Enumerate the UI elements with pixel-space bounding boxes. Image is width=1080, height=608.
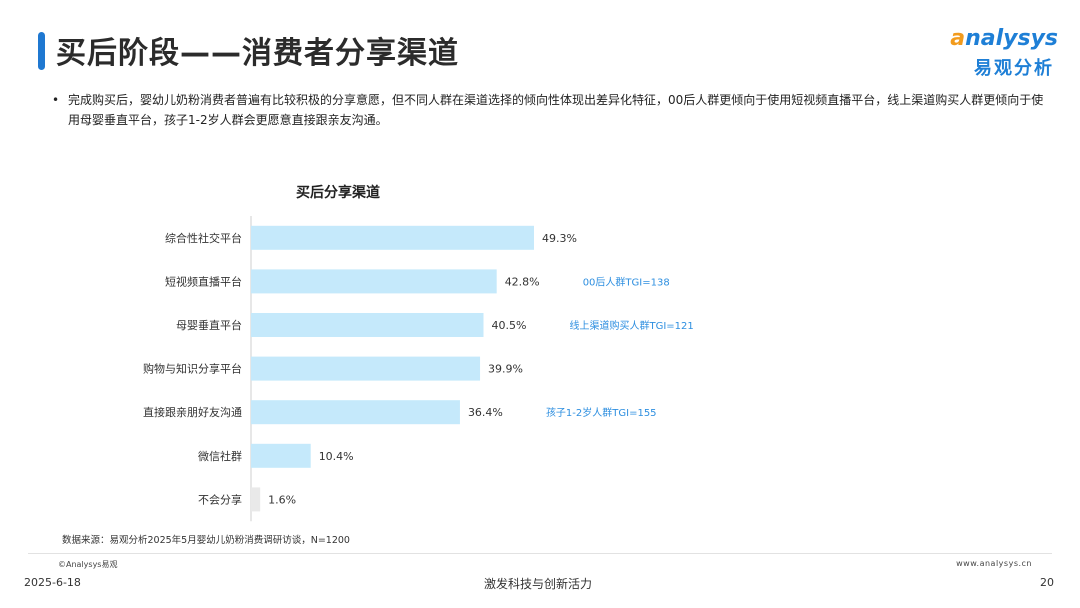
report-date: 2025-6-18 [24, 576, 81, 589]
tgi-annotation: 孩子1-2岁人群TGI=155 [546, 406, 657, 419]
category-label: 综合性社交平台 [165, 231, 242, 245]
page-title: 买后阶段——消费者分享渠道 [56, 36, 459, 71]
bar [251, 356, 481, 381]
chart-title: 买后分享渠道 [296, 184, 380, 201]
value-label: 49.3% [542, 232, 577, 245]
bar [251, 225, 534, 250]
logo-wordmark-cn: 易观分析 [974, 58, 1054, 79]
copyright-text: ©Analysys易观 [58, 560, 118, 569]
bar [251, 313, 484, 337]
logo-swoosh-letter: a [950, 26, 966, 51]
tgi-annotation: 线上渠道购买人群TGI=121 [569, 319, 693, 332]
logo-wordmark-en: analysys [950, 26, 1058, 51]
bullet-dot: • [52, 93, 60, 107]
value-label: 36.4% [468, 406, 503, 419]
value-label: 39.9% [488, 363, 523, 376]
website-link[interactable]: www.analysys.cn [956, 559, 1032, 568]
value-label: 1.6% [268, 493, 296, 506]
value-label: 42.8% [505, 275, 540, 288]
page-number: 20 [1040, 576, 1054, 589]
bar [251, 487, 261, 512]
category-label: 购物与知识分享平台 [143, 362, 242, 376]
value-label: 40.5% [491, 319, 526, 332]
logo-wordmark-rest: nalysys [965, 26, 1058, 51]
footer-slogan: 激发科技与创新活力 [484, 577, 593, 591]
intro-paragraph: • 完成购买后，婴幼儿奶粉消费者普遍有比较积极的分享意愿，但不同人群在渠道选择的… [52, 90, 1053, 130]
data-source-note: 数据来源：易观分析2025年5月婴幼儿奶粉消费调研访谈，N=1200 [62, 535, 350, 546]
bar [251, 269, 497, 294]
value-label: 10.4% [319, 450, 354, 463]
category-label: 直接跟亲朋好友沟通 [143, 405, 242, 419]
footer-divider [28, 553, 1052, 554]
intro-text: 完成购买后，婴幼儿奶粉消费者普遍有比较积极的分享意愿，但不同人群在渠道选择的倾向… [68, 93, 1044, 127]
category-label: 母婴垂直平台 [176, 318, 242, 332]
analysys-logo: analysys 易观分析 [938, 26, 1058, 79]
bar [251, 400, 460, 425]
category-label: 短视频直播平台 [165, 274, 242, 288]
tgi-annotation: 00后人群TGI=138 [583, 275, 670, 288]
category-label: 不会分享 [198, 492, 242, 506]
title-accent-bar [38, 32, 45, 70]
category-label: 微信社群 [198, 449, 242, 463]
bar [251, 443, 311, 468]
